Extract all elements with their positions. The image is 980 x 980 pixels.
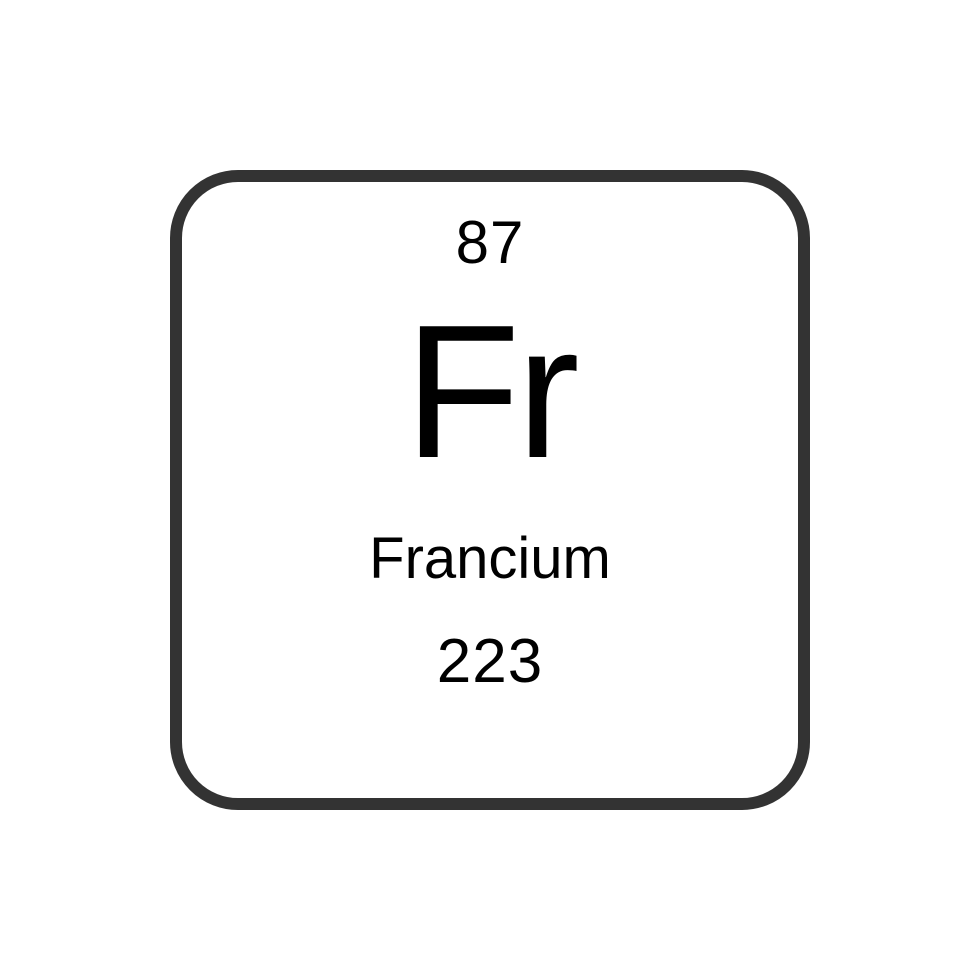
element-name: Francium <box>369 525 611 592</box>
element-symbol: Fr <box>404 297 575 487</box>
atomic-mass: 223 <box>437 626 543 697</box>
atomic-number: 87 <box>456 208 525 277</box>
periodic-element-tile: 87 Fr Francium 223 <box>170 170 810 810</box>
